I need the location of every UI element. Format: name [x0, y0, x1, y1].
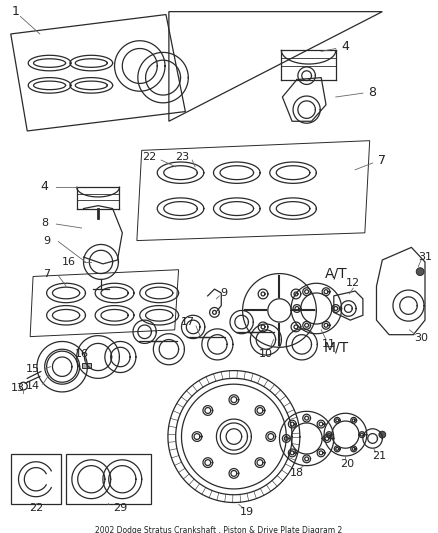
Text: 7: 7	[43, 269, 50, 279]
Text: 29: 29	[113, 503, 127, 513]
Text: 16: 16	[74, 349, 88, 359]
Text: 23: 23	[175, 152, 190, 162]
Bar	[11, 454, 61, 504]
Text: 18: 18	[290, 469, 304, 479]
Text: 20: 20	[340, 459, 354, 469]
Text: 19: 19	[240, 507, 254, 517]
Text: 8: 8	[369, 86, 377, 99]
Text: 15: 15	[26, 364, 40, 374]
Circle shape	[379, 431, 386, 438]
Text: 21: 21	[372, 451, 386, 461]
Text: 9: 9	[221, 288, 228, 298]
Text: 12: 12	[346, 278, 360, 288]
Text: A/T: A/T	[325, 266, 347, 280]
Text: 16: 16	[62, 257, 76, 267]
Text: 17: 17	[181, 317, 195, 327]
Text: 7: 7	[378, 154, 386, 167]
Circle shape	[416, 268, 424, 276]
Text: 22: 22	[29, 503, 43, 513]
Text: 13: 13	[11, 383, 25, 393]
Text: 9: 9	[43, 236, 50, 246]
Text: 11: 11	[322, 340, 336, 350]
Text: 22: 22	[142, 152, 157, 162]
Bar	[81, 363, 91, 368]
Text: 2002 Dodge Stratus Crankshaft , Piston & Drive Plate Diagram 2: 2002 Dodge Stratus Crankshaft , Piston &…	[95, 526, 342, 533]
Text: 8: 8	[41, 218, 48, 228]
Text: M/T: M/T	[323, 340, 348, 354]
Bar	[66, 454, 152, 504]
Text: 4: 4	[41, 180, 49, 193]
Text: 31: 31	[418, 252, 432, 262]
Text: 4: 4	[342, 40, 350, 53]
Text: 14: 14	[26, 381, 40, 391]
Text: 1: 1	[12, 5, 20, 18]
Text: 10: 10	[259, 349, 273, 359]
Text: 30: 30	[414, 333, 428, 343]
